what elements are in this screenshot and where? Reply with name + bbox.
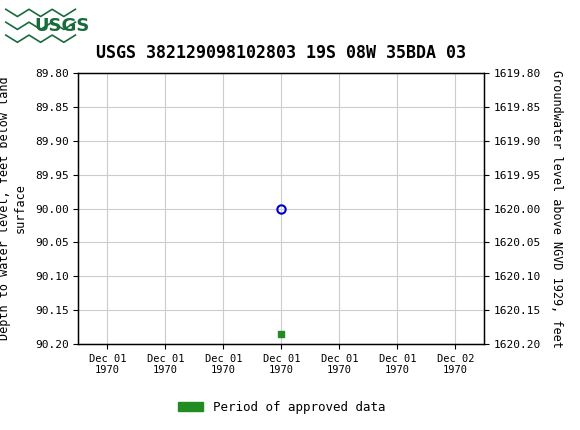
Text: USGS: USGS: [35, 17, 90, 35]
Y-axis label: Groundwater level above NGVD 1929, feet: Groundwater level above NGVD 1929, feet: [550, 70, 563, 347]
Y-axis label: Depth to water level, feet below land
surface: Depth to water level, feet below land su…: [0, 77, 27, 341]
Legend: Period of approved data: Period of approved data: [172, 396, 390, 419]
FancyBboxPatch shape: [5, 4, 86, 47]
Text: USGS 382129098102803 19S 08W 35BDA 03: USGS 382129098102803 19S 08W 35BDA 03: [96, 44, 466, 62]
